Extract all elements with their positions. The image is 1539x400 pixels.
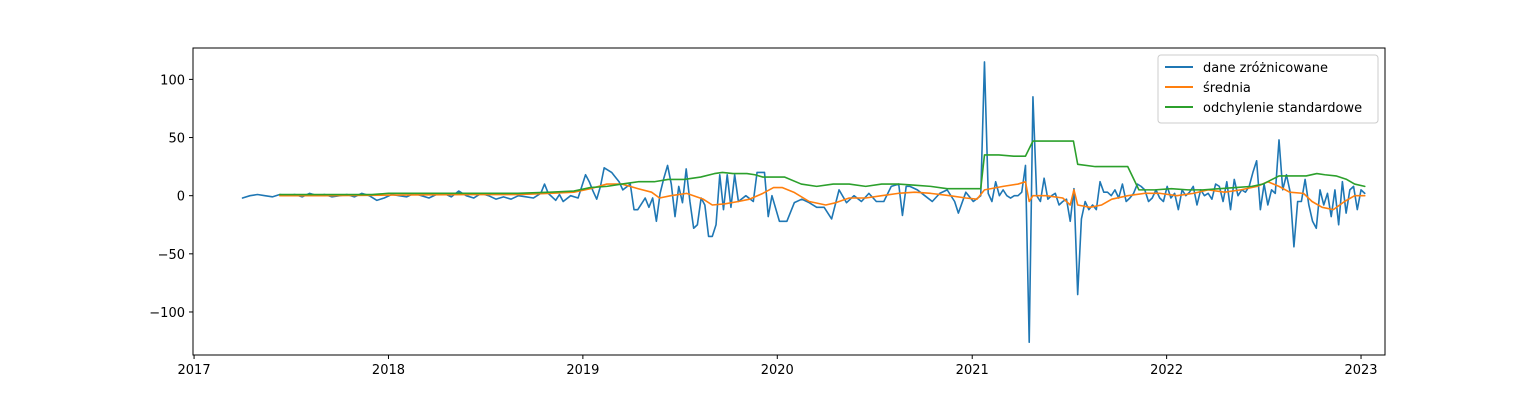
y-tick-label: 0 [177,190,185,205]
series-line-1 [279,180,1366,211]
plot-area: 2017 2018 2019 2020 2021 2022 2023 100 50 0 −50 −1… [149,47,1386,378]
x-tick-label: 2023 [1344,363,1377,378]
x-tick-label: 2021 [956,363,989,378]
y-tick-label: 100 [160,73,185,88]
x-tick-label: 2017 [178,363,211,378]
y-tick-label: 50 [168,132,185,147]
legend-label-0: dane zróżnicowane [1203,61,1328,76]
y-tick-label: −50 [158,248,185,263]
legend: dane zróżnicowane średnia odchylenie sta… [1157,54,1379,124]
series-layer [241,61,1366,344]
y-axis: 100 50 0 −50 −100 [149,73,193,321]
legend-box [1157,54,1379,124]
legend-label-2: odchylenie standardowe [1203,101,1362,116]
x-tick-label: 2019 [566,363,599,378]
x-tick-label: 2020 [761,363,794,378]
series-line-2 [279,140,1366,196]
y-tick-label: −100 [149,306,185,321]
x-axis: 2017 2018 2019 2020 2021 2022 2023 [178,355,1378,378]
x-tick-label: 2022 [1150,363,1183,378]
x-tick-label: 2018 [372,363,405,378]
axes-frame [192,47,1386,356]
legend-label-1: średnia [1203,81,1251,96]
